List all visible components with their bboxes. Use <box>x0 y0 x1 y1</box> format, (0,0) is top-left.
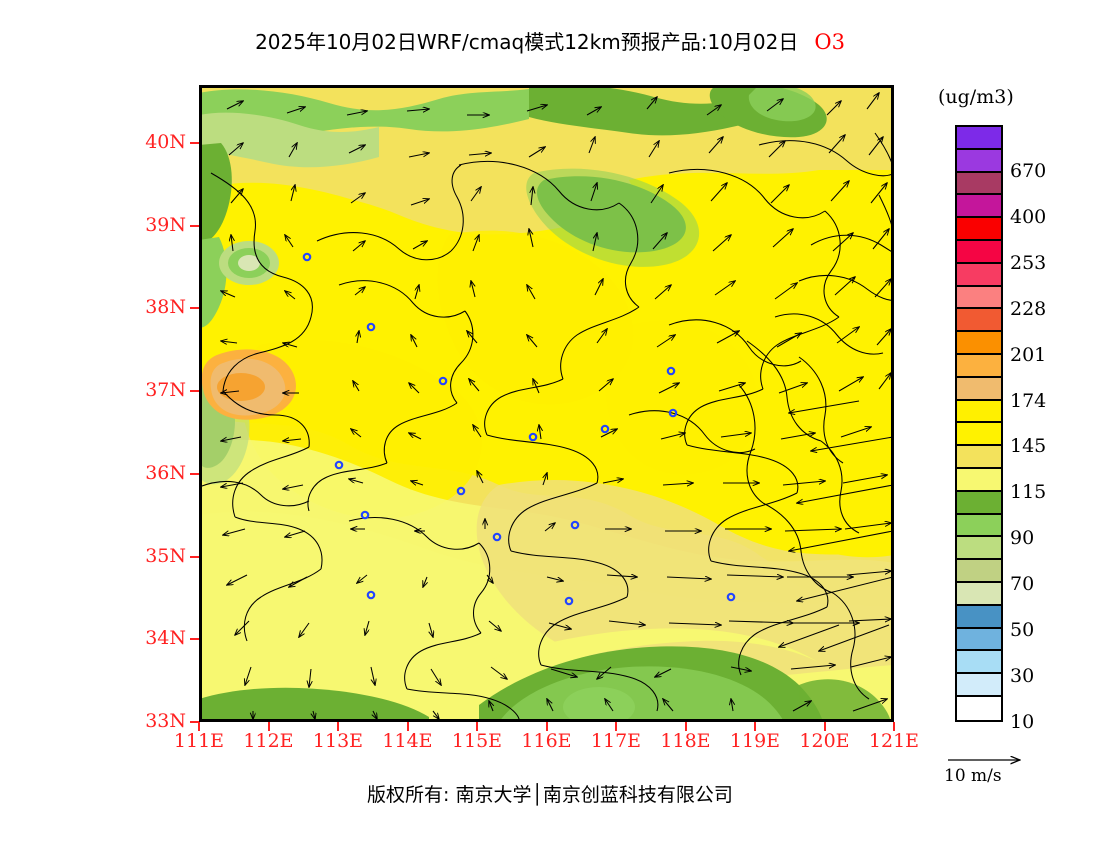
lon-tick <box>545 722 548 731</box>
province-boundaries <box>199 132 894 722</box>
contour-field <box>199 85 894 722</box>
colorbar-swatch <box>957 605 1001 629</box>
colorbar-swatch <box>957 674 1001 697</box>
city-markers <box>302 252 736 606</box>
title-species: O3 <box>814 30 845 54</box>
lon-tick <box>267 722 270 731</box>
colorbar-label: 670 <box>1010 159 1047 182</box>
wind-vectors <box>221 93 891 719</box>
lat-label: 34N <box>145 627 186 650</box>
wind-scale-legend: 10 m/s <box>944 752 1094 786</box>
wind-scale-label: 10 m/s <box>944 766 1002 786</box>
colorbar-swatch <box>957 560 1001 583</box>
lon-tick <box>615 722 617 731</box>
colorbar-swatch <box>957 400 1001 424</box>
lon-label: 115E <box>451 730 503 752</box>
colorbar-swatch <box>957 263 1001 287</box>
colorbar-label: 228 <box>1010 297 1047 320</box>
lon-tick <box>823 722 826 731</box>
lat-tick <box>190 721 199 723</box>
colorbar-label: 400 <box>1010 205 1047 228</box>
colorbar-swatch <box>957 628 1001 652</box>
title-text: 2025年10月02日WRF/cmaq模式12km预报产品:10月02日 <box>255 30 799 54</box>
colorbar-swatch <box>957 332 1001 355</box>
colorbar-swatch <box>957 446 1001 469</box>
colorbar-label: 70 <box>1010 573 1035 596</box>
lon-tick <box>684 722 687 731</box>
lon-tick <box>337 722 339 731</box>
lon-label: 119E <box>729 730 781 752</box>
colorbar-swatch <box>957 651 1001 675</box>
lat-label: 35N <box>145 544 186 567</box>
colorbar-swatch <box>957 354 1001 378</box>
colorbar-label: 50 <box>1010 619 1035 642</box>
lat-label: 37N <box>145 379 186 402</box>
lon-label: 114E <box>382 730 433 752</box>
lat-tick <box>190 307 199 310</box>
colorbar-label: 201 <box>1010 343 1047 366</box>
colorbar-label: 145 <box>1010 435 1047 458</box>
lon-label: 112E <box>243 730 294 752</box>
colorbar-swatch <box>957 240 1001 264</box>
colorbar-swatch <box>957 286 1001 310</box>
lat-tick <box>190 638 199 641</box>
colorbar-unit: (ug/m3) <box>938 86 1014 108</box>
lat-label: 39N <box>145 213 186 236</box>
colorbar-swatch <box>957 149 1001 173</box>
lon-label: 111E <box>173 730 225 752</box>
colorbar-swatch <box>957 309 1001 333</box>
lon-tick <box>406 722 409 731</box>
colorbar-swatch <box>957 537 1001 561</box>
colorbar-swatch <box>957 172 1001 196</box>
colorbar[interactable] <box>955 125 1003 722</box>
lat-tick <box>190 555 199 558</box>
colorbar-label: 115 <box>1010 481 1047 504</box>
colorbar-swatch <box>957 377 1001 401</box>
copyright-footer: 版权所有: 南京大学│南京创蓝科技有限公司 <box>367 784 733 806</box>
strong-wind-vectors <box>779 400 894 651</box>
colorbar-label: 253 <box>1010 251 1047 274</box>
lon-label: 120E <box>799 730 850 752</box>
lon-tick <box>754 722 756 731</box>
colorbar-swatch <box>957 582 1001 606</box>
colorbar-swatch <box>957 218 1001 241</box>
lon-tick <box>476 722 478 731</box>
lon-tick <box>893 722 895 731</box>
forecast-map[interactable] <box>199 85 894 722</box>
colorbar-label: 174 <box>1010 389 1047 412</box>
lat-tick <box>190 224 199 227</box>
lat-tick <box>190 390 199 393</box>
colorbar-swatch <box>957 423 1001 447</box>
colorbar-swatch <box>957 127 1001 150</box>
lat-label: 36N <box>145 461 186 484</box>
colorbar-swatch <box>957 468 1001 492</box>
colorbar-label: 10 <box>1010 711 1035 733</box>
lon-label: 116E <box>521 730 572 752</box>
colorbar-swatch <box>957 195 1001 219</box>
colorbar-swatch <box>957 696 1001 720</box>
lat-label: 33N <box>145 710 186 732</box>
colorbar-label: 90 <box>1010 527 1035 550</box>
page-title: 2025年10月02日WRF/cmaq模式12km预报产品:10月02日 O3 <box>0 26 1100 55</box>
colorbar-swatch <box>957 514 1001 538</box>
lon-label: 113E <box>312 730 364 752</box>
colorbar-label: 30 <box>1010 665 1035 688</box>
lon-label: 121E <box>868 730 920 752</box>
colorbar-swatch <box>957 491 1001 515</box>
wind-arrow-icon <box>948 752 1034 768</box>
lat-label: 40N <box>145 130 186 153</box>
lat-label: 38N <box>145 296 186 319</box>
lat-tick <box>190 472 199 475</box>
lat-tick <box>190 141 199 144</box>
lon-label: 118E <box>660 730 711 752</box>
lon-tick <box>198 722 200 731</box>
lon-label: 117E <box>590 730 642 752</box>
